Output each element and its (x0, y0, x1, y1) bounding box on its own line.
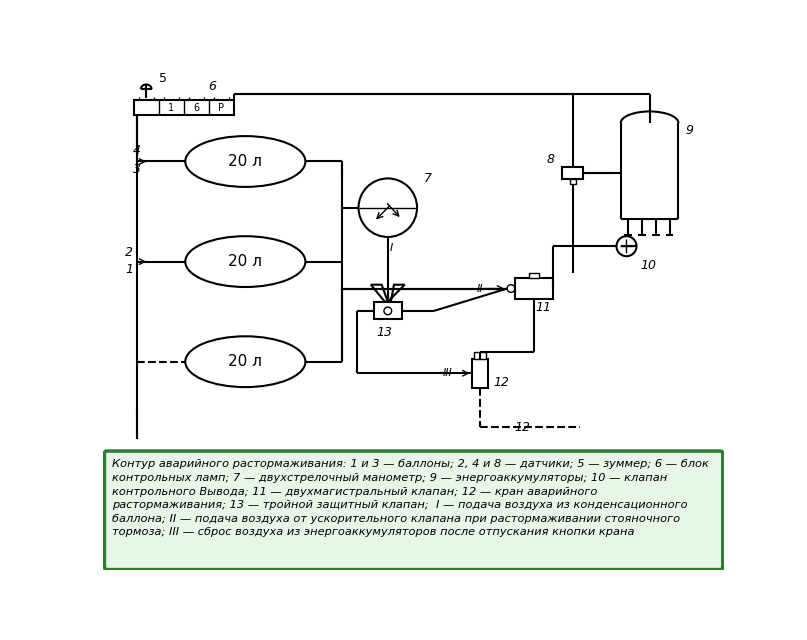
Text: 12: 12 (494, 376, 510, 389)
Ellipse shape (186, 136, 305, 187)
FancyBboxPatch shape (104, 451, 723, 570)
Text: 1: 1 (125, 263, 133, 276)
Bar (570, 179, 575, 184)
Bar (472, 358, 488, 388)
Text: 8: 8 (547, 153, 555, 166)
Ellipse shape (384, 307, 391, 315)
Text: Контур аварийного растормаживания: 1 и 3 — баллоны; 2, 4 и 8 — датчики; 5 — зумм: Контур аварийного растормаживания: 1 и 3… (112, 460, 709, 538)
Text: 20 л: 20 л (228, 154, 262, 169)
Bar (515, 278, 554, 300)
Text: 12: 12 (515, 420, 530, 434)
Ellipse shape (617, 236, 637, 256)
Polygon shape (371, 285, 388, 301)
Text: II: II (477, 284, 483, 294)
Bar (562, 167, 583, 179)
Text: III: III (443, 368, 453, 378)
Text: 4: 4 (133, 144, 140, 157)
Text: 5: 5 (159, 72, 167, 85)
Text: I: I (390, 243, 393, 253)
Bar (474, 353, 487, 358)
Bar (529, 273, 539, 278)
Text: 11: 11 (535, 301, 551, 314)
Text: 1: 1 (168, 102, 174, 113)
Ellipse shape (507, 285, 515, 292)
Text: 20 л: 20 л (228, 254, 262, 269)
Bar (374, 303, 402, 319)
Text: 7: 7 (424, 172, 432, 185)
Text: 3: 3 (133, 163, 140, 176)
Text: 2: 2 (125, 246, 133, 259)
Bar (134, 100, 234, 115)
Ellipse shape (358, 179, 417, 237)
Text: 6: 6 (208, 79, 215, 93)
Ellipse shape (186, 336, 305, 387)
Polygon shape (388, 285, 405, 301)
Text: P: P (218, 102, 224, 113)
Text: 13: 13 (376, 326, 392, 339)
Text: 9: 9 (686, 124, 694, 137)
Ellipse shape (186, 236, 305, 287)
Text: 10: 10 (640, 259, 656, 272)
Text: 20 л: 20 л (228, 354, 262, 369)
Text: 6: 6 (193, 102, 199, 113)
